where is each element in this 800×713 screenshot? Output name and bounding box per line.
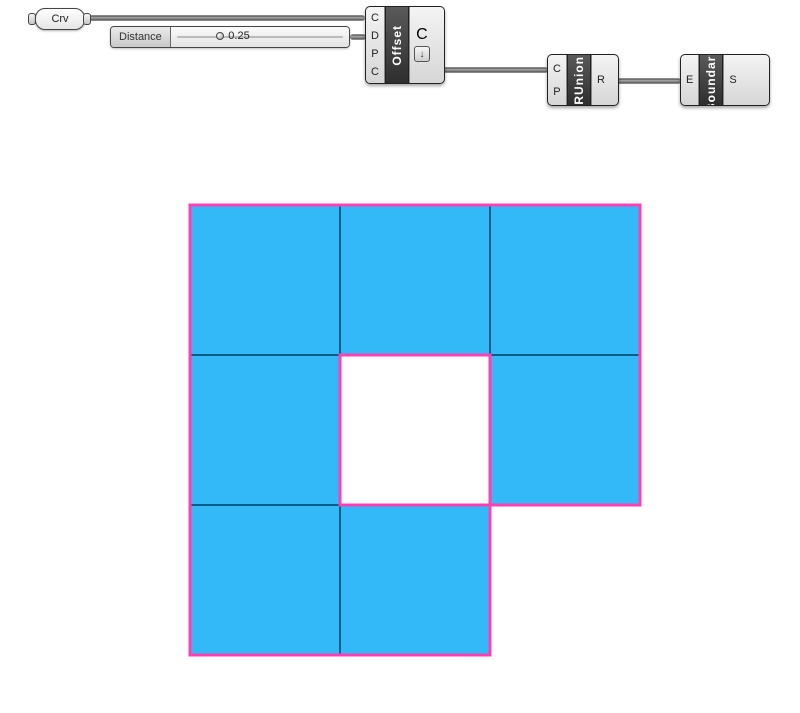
offset-arrow-down-icon[interactable]: ↓ — [414, 46, 430, 62]
wire-crv-to-offset — [83, 15, 365, 21]
boundary-component[interactable]: E Boundary S — [680, 54, 770, 106]
crv-param[interactable]: Crv — [35, 8, 85, 30]
distance-slider-label: Distance — [111, 27, 171, 47]
runion-name: RUnion — [572, 56, 586, 105]
boundary-outline-inner — [190, 205, 646, 661]
crv-output-grip[interactable] — [83, 13, 91, 25]
wire-slider-to-offset — [350, 34, 366, 40]
offset-body: Offset — [385, 7, 409, 83]
offset-outputs: C ↓ — [409, 7, 434, 83]
runion-component[interactable]: C P RUnion R — [547, 54, 619, 106]
offset-inputs: C D P C — [366, 7, 385, 83]
boundary-name: Boundary — [704, 54, 718, 106]
offset-in-p[interactable]: P — [369, 47, 381, 61]
offset-out-c[interactable]: C — [414, 28, 430, 42]
crv-param-label: Crv — [51, 13, 68, 25]
wire-runion-to-boundary — [617, 78, 681, 84]
boundary-out-s[interactable]: S — [727, 73, 738, 87]
distance-slider[interactable]: Distance 0.25 — [110, 26, 350, 48]
grasshopper-canvas[interactable]: Crv Distance 0.25 C D P C Offset C ↓ C P — [0, 0, 800, 713]
runion-inputs: C P — [548, 55, 567, 105]
boundary-outputs: S — [723, 55, 741, 105]
offset-in-c2[interactable]: C — [369, 65, 381, 79]
distance-slider-groove — [177, 36, 343, 38]
boundary-inputs: E — [681, 55, 699, 105]
runion-out-r[interactable]: R — [595, 73, 607, 87]
wire-offset-to-runion — [443, 67, 548, 73]
runion-outputs: R — [591, 55, 610, 105]
distance-slider-handle[interactable] — [216, 32, 224, 40]
runion-body: RUnion — [567, 55, 591, 105]
offset-in-d[interactable]: D — [369, 29, 381, 43]
boundary-in-e[interactable]: E — [684, 73, 695, 87]
runion-in-c[interactable]: C — [551, 62, 563, 76]
offset-name: Offset — [390, 25, 404, 66]
runion-in-p[interactable]: P — [551, 85, 563, 99]
boundary-body: Boundary — [699, 55, 723, 105]
offset-component[interactable]: C D P C Offset C ↓ — [365, 6, 445, 84]
distance-slider-track[interactable]: 0.25 — [171, 27, 349, 47]
offset-in-c1[interactable]: C — [369, 11, 381, 25]
